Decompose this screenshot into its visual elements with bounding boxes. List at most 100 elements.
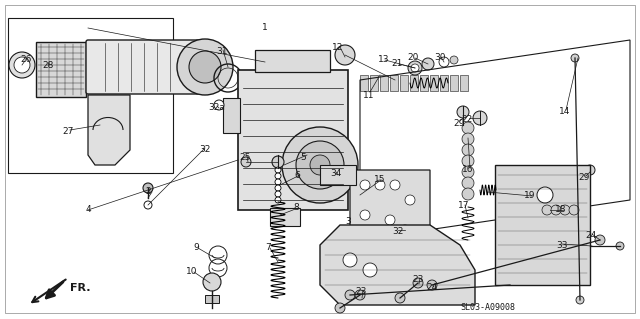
Circle shape <box>462 155 474 167</box>
Circle shape <box>144 201 152 209</box>
Circle shape <box>462 144 474 156</box>
Text: 32: 32 <box>392 227 404 236</box>
Text: 18: 18 <box>556 205 567 214</box>
Circle shape <box>335 303 345 313</box>
Circle shape <box>408 61 422 75</box>
Text: 24: 24 <box>426 284 438 293</box>
Bar <box>390 75 398 91</box>
Circle shape <box>576 296 584 304</box>
Circle shape <box>616 242 624 250</box>
Circle shape <box>473 111 487 125</box>
Circle shape <box>595 235 605 245</box>
Text: 14: 14 <box>559 108 571 116</box>
Bar <box>223 98 240 133</box>
Text: 16: 16 <box>462 166 474 174</box>
Bar <box>450 75 458 91</box>
Circle shape <box>585 165 595 175</box>
Bar <box>270 208 300 226</box>
Text: 23: 23 <box>412 276 424 285</box>
Text: 17: 17 <box>458 201 470 210</box>
Text: 27: 27 <box>62 128 74 137</box>
Bar <box>420 75 428 91</box>
Text: 21: 21 <box>391 60 403 69</box>
Text: 29: 29 <box>453 118 465 128</box>
Text: 32a: 32a <box>209 103 225 113</box>
Text: 34: 34 <box>330 169 342 179</box>
Text: 30: 30 <box>435 54 445 63</box>
Bar <box>380 75 388 91</box>
Text: 8: 8 <box>293 204 299 212</box>
Text: 12: 12 <box>332 42 344 51</box>
Circle shape <box>390 180 400 190</box>
Circle shape <box>360 180 370 190</box>
Bar <box>430 75 438 91</box>
Polygon shape <box>88 95 130 165</box>
Text: 33: 33 <box>556 241 568 250</box>
Bar <box>205 295 219 303</box>
Text: 1: 1 <box>262 24 268 33</box>
Circle shape <box>14 57 30 73</box>
Polygon shape <box>320 225 475 305</box>
Circle shape <box>275 179 281 185</box>
Circle shape <box>9 52 35 78</box>
Text: 31: 31 <box>216 48 228 56</box>
Polygon shape <box>350 170 430 240</box>
Text: SL03-A09008: SL03-A09008 <box>460 303 515 313</box>
FancyBboxPatch shape <box>86 40 210 94</box>
Text: 3: 3 <box>345 218 351 226</box>
Bar <box>400 75 408 91</box>
Text: 25: 25 <box>239 153 251 162</box>
Circle shape <box>450 56 458 64</box>
Circle shape <box>560 205 570 215</box>
Circle shape <box>345 290 355 300</box>
Text: 19: 19 <box>524 191 536 201</box>
Circle shape <box>462 166 474 178</box>
Circle shape <box>275 185 281 191</box>
Circle shape <box>569 205 579 215</box>
Text: 24: 24 <box>586 232 596 241</box>
Text: 9: 9 <box>193 243 199 253</box>
Circle shape <box>275 173 281 179</box>
Bar <box>255 50 330 72</box>
Circle shape <box>551 205 561 215</box>
Text: 6: 6 <box>294 170 300 180</box>
Text: 10: 10 <box>186 268 198 277</box>
Circle shape <box>282 127 358 203</box>
Bar <box>440 75 448 91</box>
Circle shape <box>462 133 474 145</box>
Circle shape <box>375 180 385 190</box>
Text: 15: 15 <box>374 175 386 184</box>
Text: 26: 26 <box>20 56 32 64</box>
Circle shape <box>203 273 221 291</box>
Circle shape <box>422 58 434 70</box>
Bar <box>410 75 418 91</box>
Circle shape <box>413 278 423 288</box>
Circle shape <box>275 191 281 197</box>
Circle shape <box>542 205 552 215</box>
Polygon shape <box>320 165 356 185</box>
Circle shape <box>457 106 469 118</box>
Circle shape <box>400 225 410 235</box>
Circle shape <box>272 156 284 168</box>
Text: 7: 7 <box>265 243 271 253</box>
Circle shape <box>296 141 344 189</box>
Text: 2: 2 <box>145 188 151 197</box>
Circle shape <box>143 183 153 193</box>
Circle shape <box>537 187 553 203</box>
Circle shape <box>335 45 355 65</box>
Text: 4: 4 <box>85 205 91 214</box>
Bar <box>460 75 468 91</box>
Circle shape <box>571 54 579 62</box>
Circle shape <box>462 188 474 200</box>
Circle shape <box>427 280 437 290</box>
Bar <box>495 165 590 285</box>
Text: 13: 13 <box>378 56 390 64</box>
Circle shape <box>385 215 395 225</box>
Circle shape <box>355 290 365 300</box>
Bar <box>360 75 368 91</box>
Text: 32: 32 <box>199 145 211 154</box>
Bar <box>36 42 86 97</box>
Bar <box>370 75 378 91</box>
Text: 11: 11 <box>364 91 375 100</box>
Circle shape <box>411 64 419 72</box>
